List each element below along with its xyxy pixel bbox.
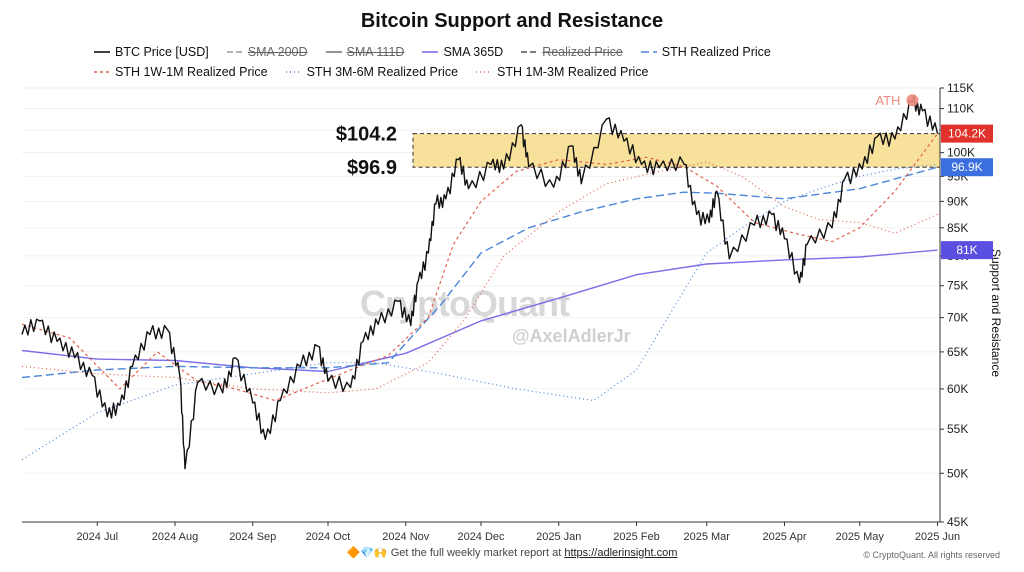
zone-label-high: $104.2	[336, 124, 397, 146]
ath-marker	[906, 94, 919, 107]
x-tick-label: 2025 May	[836, 531, 885, 543]
right-value-badge	[941, 158, 993, 177]
series-line-9	[21, 161, 938, 394]
x-tick-label: 2024 Dec	[457, 531, 505, 543]
y-axis-title: Support and Resistance	[989, 249, 1003, 377]
x-tick-label: 2025 Jan	[536, 531, 581, 543]
footer-icons: 🔶💎🙌	[346, 547, 388, 559]
legend-item[interactable]: Realized Price	[521, 42, 623, 62]
x-tick-label: 2025 Jun	[915, 531, 960, 543]
legend-swatch	[422, 51, 439, 53]
legend-swatch	[640, 51, 657, 53]
legend-label: SMA 200D	[247, 45, 308, 59]
legend-label: SMA 365D	[443, 45, 504, 59]
y-tick-label: 100K	[947, 146, 975, 160]
y-tick-label: 85K	[947, 221, 968, 235]
legend-swatch	[476, 71, 493, 73]
legend-swatch	[521, 51, 538, 53]
right-value-label: 81K	[956, 243, 977, 257]
footer: 🔶💎🙌 Get the full weekly market report at…	[0, 546, 1024, 559]
legend-item[interactable]: SMA 200D	[226, 42, 308, 62]
x-tick-label: 2025 Feb	[613, 531, 659, 543]
x-tick-label: 2024 Nov	[382, 531, 430, 543]
right-value-badge	[941, 124, 993, 143]
series-line-1	[21, 95, 939, 470]
series-line-6	[21, 166, 938, 379]
y-tick-label: 65K	[947, 345, 968, 359]
y-tick-label: 115K	[947, 81, 974, 95]
legend-label: STH 3M-6M Realized Price	[306, 65, 459, 79]
x-tick-label: 2024 Oct	[306, 531, 351, 543]
legend-swatch	[94, 51, 110, 53]
legend-label: Realized Price	[542, 45, 623, 59]
legend-swatch	[94, 71, 110, 73]
legend-label: STH Realized Price	[661, 45, 771, 59]
y-tick-label: 110K	[947, 102, 974, 116]
y-tick-label: 45K	[947, 515, 968, 529]
legend-item[interactable]: STH 3M-6M Realized Price	[285, 62, 459, 82]
legend-swatch	[226, 51, 243, 53]
x-tick-label: 2024 Jul	[76, 531, 118, 543]
legend: BTC Price [USD] SMA 200D SMA 111D SMA 365D R…	[94, 42, 954, 82]
x-tick-label: 2024 Sep	[229, 531, 276, 543]
x-tick-label: 2025 Mar	[683, 531, 730, 543]
y-tick-label: 75K	[947, 279, 968, 293]
y-tick-label: 55K	[947, 422, 968, 436]
legend-item[interactable]: SMA 111D	[325, 42, 405, 62]
y-tick-label: 60K	[947, 382, 968, 396]
series-line-8	[21, 163, 938, 461]
right-value-label: 96.9K	[951, 160, 982, 174]
legend-item[interactable]: SMA 365D	[422, 42, 503, 62]
legend-label: STH 1M-3M Realized Price	[497, 65, 649, 79]
watermark-handle: @AxelAdlerJr	[512, 326, 631, 346]
legend-label: SMA 111D	[346, 45, 405, 59]
x-tick-label: 2024 Aug	[152, 531, 199, 543]
legend-item[interactable]: STH 1W-1M Realized Price	[94, 62, 268, 82]
x-tick-label: 2025 Apr	[762, 531, 806, 543]
footer-link[interactable]: https://adlerinsight.com	[564, 547, 678, 559]
legend-item[interactable]: STH 1M-3M Realized Price	[476, 62, 648, 82]
legend-label: STH 1W-1M Realized Price	[115, 65, 268, 79]
chart-title: Bitcoin Support and Resistance	[360, 10, 664, 32]
y-tick-label: 70K	[947, 311, 968, 325]
y-tick-label: 50K	[947, 466, 968, 480]
legend-item[interactable]: BTC Price [USD]	[94, 42, 209, 62]
legend-item[interactable]: STH Realized Price	[640, 42, 771, 62]
y-tick-label: 90K	[947, 194, 968, 208]
ath-label: ATH	[875, 93, 900, 108]
footer-text: Get the full weekly market report at	[390, 547, 562, 559]
right-value-label: 104.2K	[948, 127, 986, 141]
legend-label: BTC Price [USD]	[115, 45, 209, 59]
copyright: © CryptoQuant. All rights reserved	[863, 550, 1000, 560]
zone-label-low: $96.9	[347, 157, 397, 179]
right-value-badge	[941, 241, 993, 260]
legend-swatch	[325, 51, 342, 53]
legend-swatch	[285, 71, 302, 73]
